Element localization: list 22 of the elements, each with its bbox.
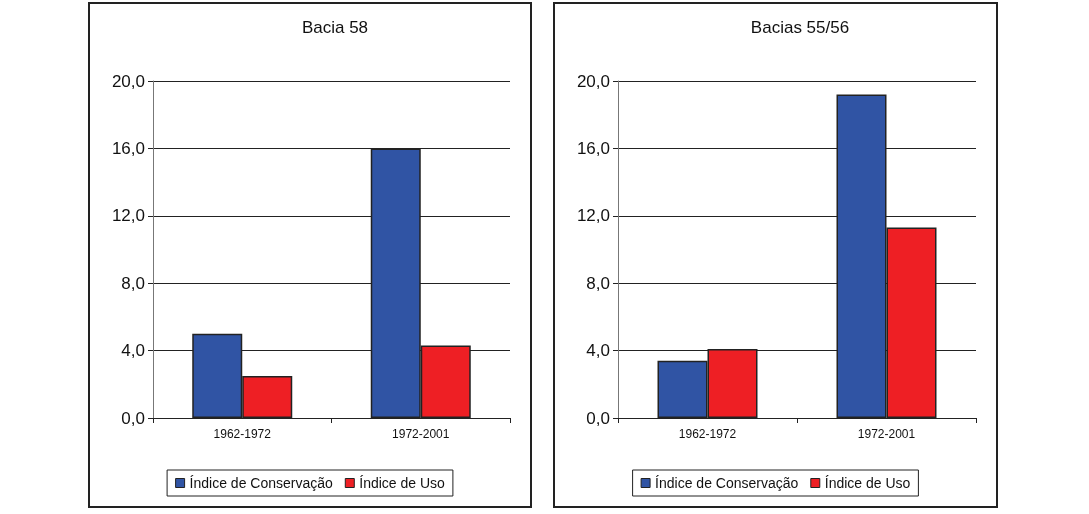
legend-label: Índice de Conservação bbox=[189, 475, 334, 491]
x-tick-label: 1962-1972 bbox=[678, 427, 737, 441]
legend-label: Índice de Uso bbox=[359, 475, 446, 491]
y-tick-label: 16,0 bbox=[576, 138, 610, 158]
chart-title: Bacia 58 bbox=[301, 18, 369, 37]
x-tick-label: 1962-1972 bbox=[213, 427, 272, 441]
y-tick-label: 8,0 bbox=[586, 273, 610, 293]
y-tick-label: 0,0 bbox=[121, 408, 145, 428]
legend-label: Índice de Uso bbox=[824, 475, 911, 491]
y-tick-label: 16,0 bbox=[111, 138, 145, 158]
x-tick-label: 1972-2001 bbox=[857, 427, 916, 441]
y-tick-label: 4,0 bbox=[586, 341, 610, 361]
y-tick-label: 4,0 bbox=[121, 341, 145, 361]
chart-title: Bacias 55/56 bbox=[750, 18, 850, 37]
y-tick-label: 8,0 bbox=[121, 273, 145, 293]
y-tick-label: 20,0 bbox=[111, 71, 145, 91]
y-tick-label: 20,0 bbox=[576, 71, 610, 91]
legend-label: Índice de Conservação bbox=[655, 475, 799, 491]
y-tick-label: 0,0 bbox=[586, 408, 610, 428]
x-tick-label: 1972-2001 bbox=[392, 427, 450, 441]
y-tick-label: 12,0 bbox=[111, 206, 145, 226]
y-tick-label: 12,0 bbox=[576, 206, 610, 226]
